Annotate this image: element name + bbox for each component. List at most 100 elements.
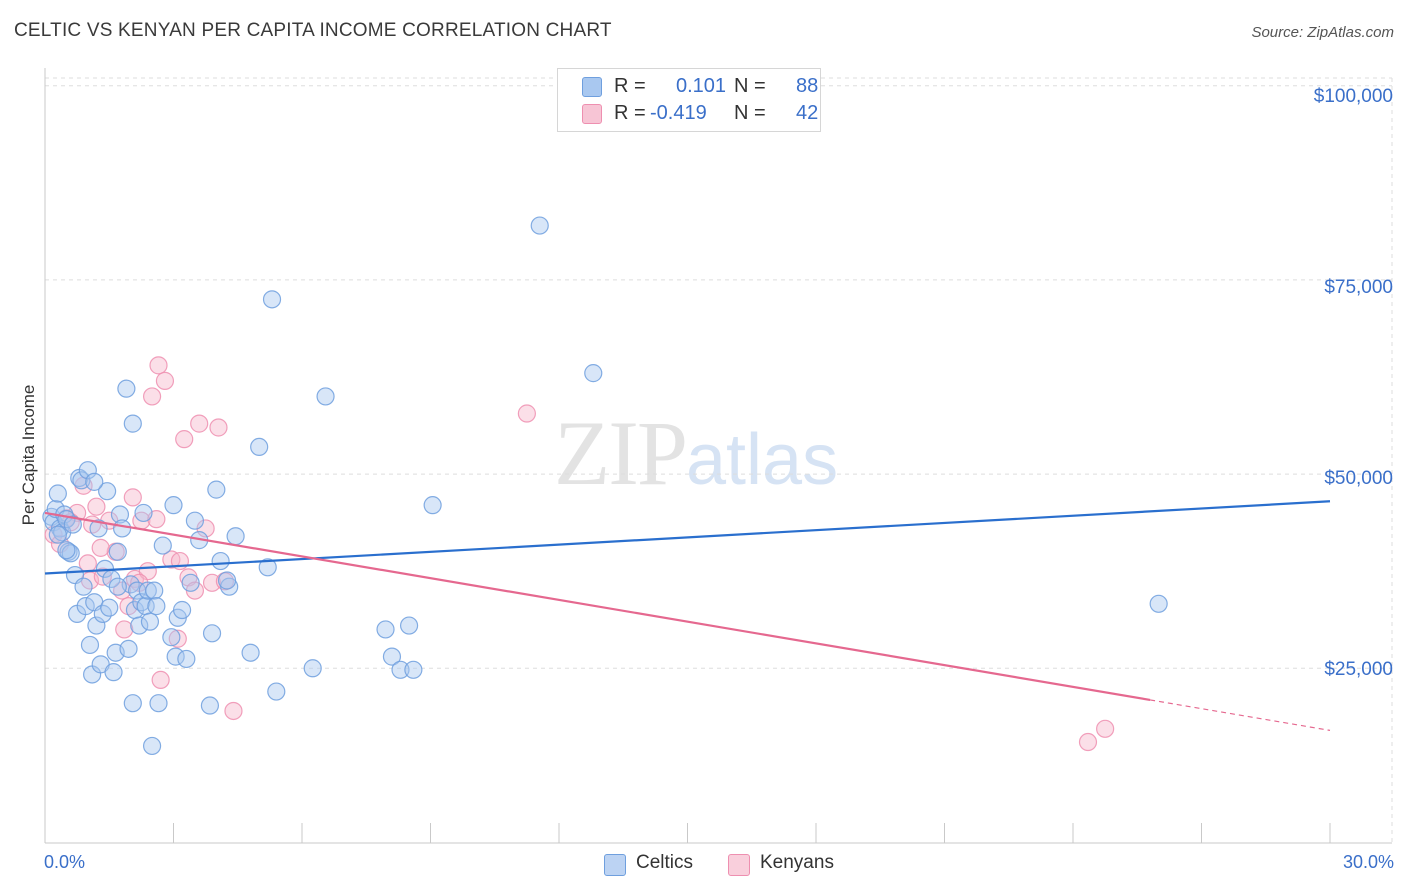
celtics-point [172, 600, 192, 620]
celtics-point [87, 616, 106, 635]
kenyans-point [87, 497, 106, 516]
celtics-point [211, 551, 230, 571]
celtics-point [74, 577, 93, 596]
celtics-point [164, 496, 183, 515]
celtics-point [181, 573, 200, 592]
celtics-point [382, 647, 402, 666]
kenyans-point [149, 356, 168, 375]
celtics-point [147, 597, 166, 616]
legend-r-value: -0.419 [650, 102, 707, 124]
celtics-point [123, 694, 142, 713]
legend-n-label: N = [734, 102, 766, 124]
celtics-point [217, 571, 237, 590]
watermark: ZIPatlas [554, 400, 838, 506]
kenyans-point [91, 538, 110, 557]
kenyans-swatch [582, 104, 602, 124]
celtics-point [262, 290, 282, 309]
celtics-point [110, 505, 130, 524]
source-label: Source: ZipAtlas.com [1251, 24, 1394, 41]
celtics-point [89, 519, 108, 538]
x-max-label: 30.0% [1342, 852, 1394, 872]
celtics-point [76, 597, 95, 616]
celtics-point [123, 414, 142, 433]
celtics-point [63, 515, 82, 534]
y-tick-label: $100,000 [1313, 86, 1393, 107]
celtics-point [258, 558, 277, 577]
kenyans-label: Kenyans [760, 852, 834, 873]
celtics-point [48, 525, 67, 544]
celtics-point [391, 660, 410, 679]
celtics-point [108, 542, 127, 561]
celtics-point [138, 581, 157, 600]
celtics-point [145, 581, 164, 600]
kenyans-swatch [728, 854, 750, 876]
kenyans-trend-line [44, 511, 1151, 702]
celtics-point [250, 437, 269, 457]
celtics-point [98, 482, 117, 501]
celtics-point [376, 620, 395, 639]
celtics-point [303, 659, 322, 678]
legend-n-value: 88 [796, 75, 819, 97]
celtics-swatch [582, 77, 602, 97]
celtics-point [104, 663, 123, 682]
kenyans-point [142, 387, 162, 406]
kenyans-trend-extension [1149, 699, 1331, 731]
y-tick-label: $50,000 [1324, 468, 1393, 489]
legend-r-label: R = [614, 75, 646, 97]
celtics-point [78, 461, 97, 480]
celtics-swatch [604, 854, 626, 876]
celtics-point [267, 682, 286, 701]
kenyans-point [123, 488, 142, 507]
celtics-point [241, 643, 260, 662]
kenyans-point [209, 418, 228, 437]
celtics-point [162, 628, 181, 647]
y-tick-label: $75,000 [1324, 277, 1393, 298]
celtics-point [149, 694, 168, 713]
celtics-point [100, 598, 119, 617]
celtics-label: Celtics [636, 852, 694, 873]
celtics-trend-line [44, 500, 1331, 575]
celtics-point [57, 541, 76, 560]
celtics-point [134, 503, 153, 523]
celtics-point [1149, 594, 1168, 613]
legend: R = 0.101 N = 88 R = -0.419 N = 42 [557, 68, 821, 132]
celtics-point [119, 639, 138, 658]
celtics-point [108, 577, 127, 596]
kenyans-point [175, 430, 194, 449]
celtics-point [202, 624, 222, 643]
celtics-point [177, 649, 196, 669]
y-tick-label: $25,000 [1324, 659, 1393, 680]
celtics-point [423, 496, 442, 515]
celtics-point [48, 484, 67, 503]
celtics-point [140, 612, 160, 631]
kenyans-point [517, 404, 536, 423]
watermark-zip: ZIP [554, 402, 688, 504]
celtics-point [112, 519, 132, 538]
celtics-point [80, 635, 100, 655]
legend-r-label: R = [614, 102, 646, 124]
celtics-point [117, 379, 136, 398]
celtics-point [200, 696, 220, 715]
celtics-point [584, 364, 603, 383]
celtics-point [130, 616, 149, 635]
kenyans-point [1096, 719, 1115, 738]
legend-n-label: N = [734, 75, 766, 97]
y-axis-title: Per Capita Income [19, 384, 38, 526]
celtics-point [142, 736, 162, 756]
celtics-point [399, 616, 419, 635]
celtics-point [316, 387, 335, 406]
chart-title: CELTIC VS KENYAN PER CAPITA INCOME CORRE… [14, 20, 612, 41]
celtics-point [185, 511, 205, 530]
kenyans-point [224, 701, 243, 721]
kenyans-point [151, 670, 170, 690]
celtics-point [153, 536, 172, 555]
watermark-atlas: atlas [686, 420, 839, 500]
legend-r-value: 0.101 [676, 75, 727, 97]
celtics-point [85, 472, 104, 491]
kenyans-point [115, 620, 134, 639]
kenyans-point [190, 414, 209, 433]
celtics-point [166, 647, 185, 666]
kenyans-point [155, 371, 175, 390]
celtics-point [404, 660, 423, 679]
